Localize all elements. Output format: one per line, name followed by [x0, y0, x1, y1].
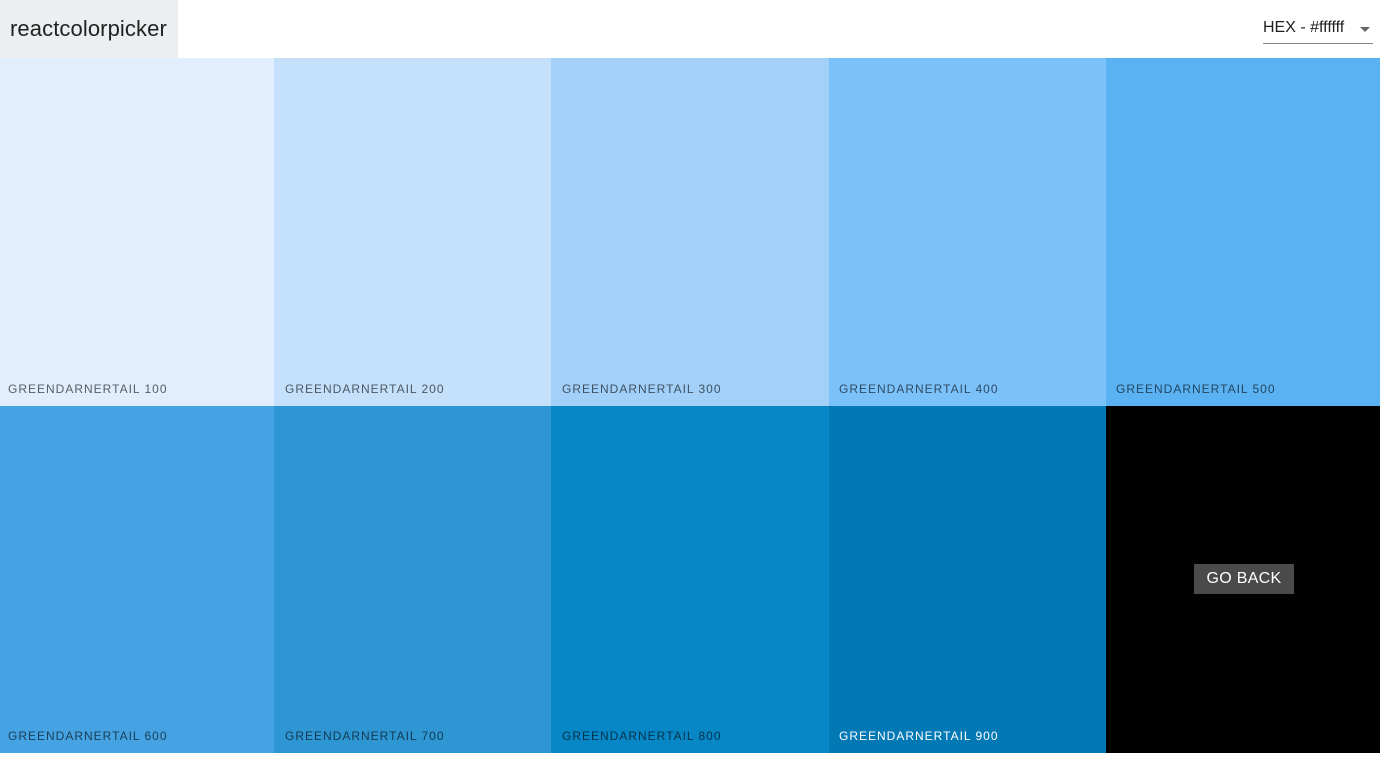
color-swatch[interactable]: GREENDARNERTAIL 600	[0, 406, 274, 753]
palette: GREENDARNERTAIL 100 GREENDARNERTAIL 200 …	[0, 58, 1380, 753]
color-swatch[interactable]: GREENDARNERTAIL 400	[829, 58, 1106, 406]
color-swatch[interactable]: GREENDARNERTAIL 500	[1106, 58, 1380, 406]
go-back-button[interactable]: GO BACK	[1194, 564, 1294, 594]
swatch-label: GREENDARNERTAIL 400	[839, 382, 999, 396]
swatch-label: GREENDARNERTAIL 300	[562, 382, 722, 396]
color-format-select[interactable]: HEX - #ffffff	[1263, 17, 1373, 44]
navbar: reactcolorpicker HEX - #ffffff	[0, 0, 1380, 58]
swatch-label: GREENDARNERTAIL 600	[8, 729, 168, 743]
swatch-label: GREENDARNERTAIL 800	[562, 729, 722, 743]
logo[interactable]: reactcolorpicker	[0, 0, 178, 58]
swatch-label: GREENDARNERTAIL 100	[8, 382, 168, 396]
swatch-label: GREENDARNERTAIL 200	[285, 382, 445, 396]
color-swatch[interactable]: GREENDARNERTAIL 100	[0, 58, 274, 406]
color-swatch[interactable]: GREENDARNERTAIL 200	[274, 58, 551, 406]
go-back-box: GO BACK	[1106, 406, 1380, 753]
color-swatch[interactable]: GREENDARNERTAIL 300	[551, 58, 829, 406]
dropdown-caret-icon	[1360, 27, 1370, 32]
color-format-value: HEX - #ffffff	[1263, 19, 1345, 36]
swatch-label: GREENDARNERTAIL 500	[1116, 382, 1276, 396]
color-swatch[interactable]: GREENDARNERTAIL 800	[551, 406, 829, 753]
color-swatch[interactable]: GREENDARNERTAIL 900	[829, 406, 1106, 753]
swatch-label: GREENDARNERTAIL 900	[839, 729, 999, 743]
color-swatch[interactable]: GREENDARNERTAIL 700	[274, 406, 551, 753]
swatch-label: GREENDARNERTAIL 700	[285, 729, 445, 743]
